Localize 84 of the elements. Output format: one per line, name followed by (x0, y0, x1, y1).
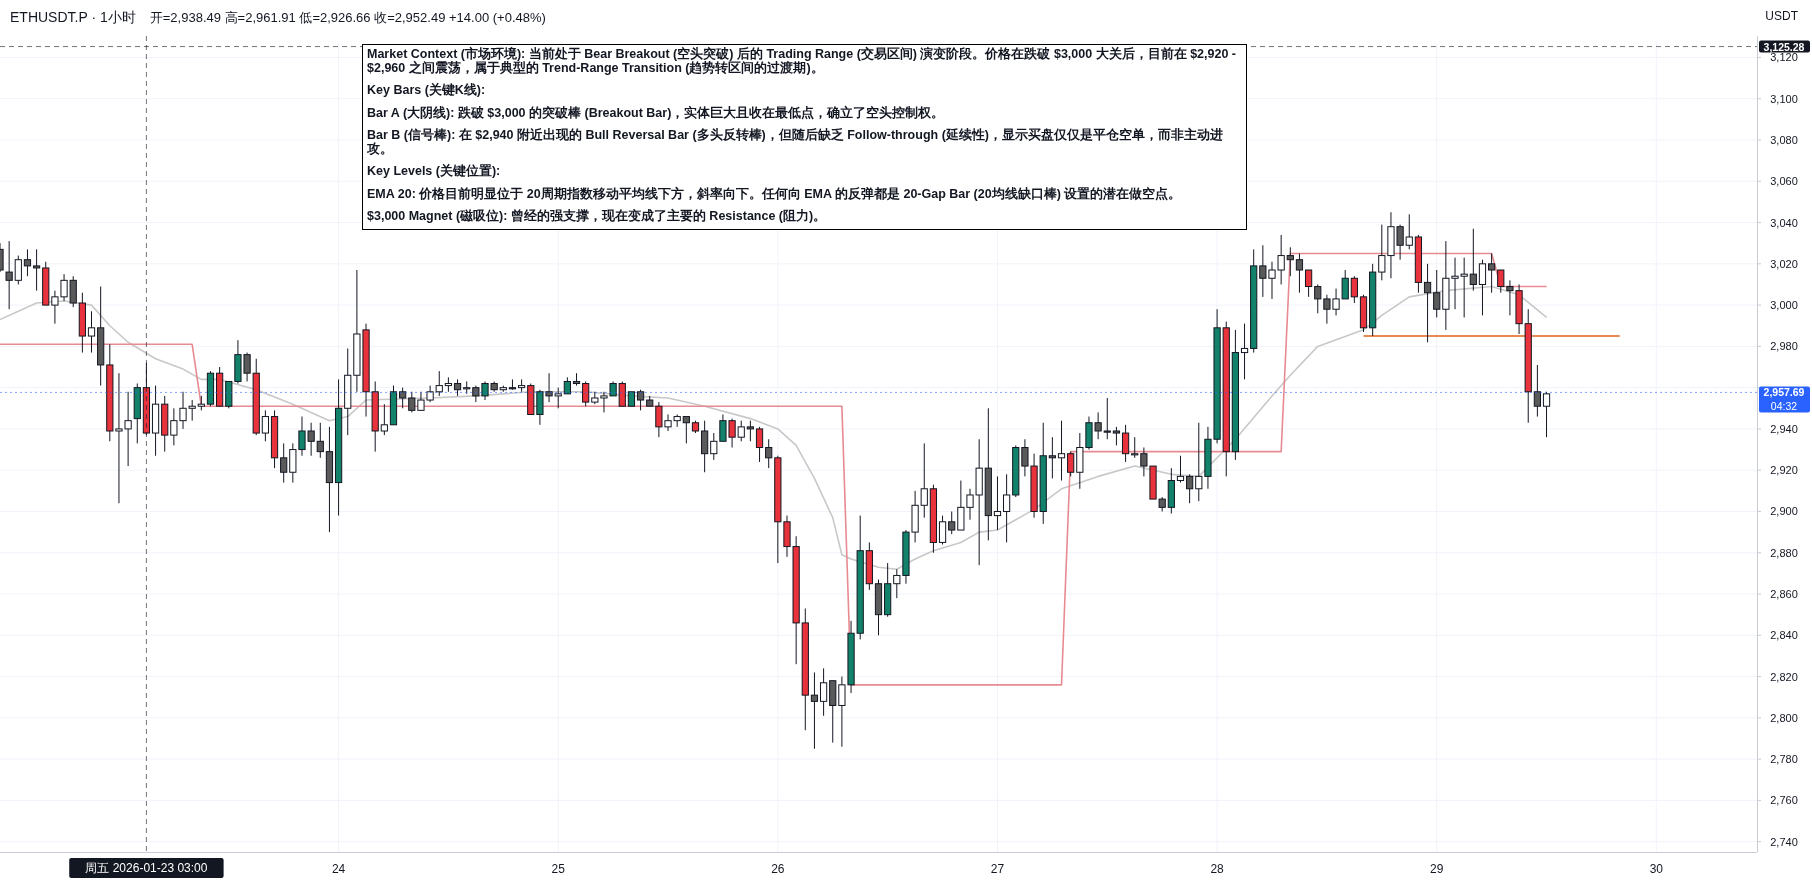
candlestick (1469, 228, 1477, 292)
y-tick-label: 2,980 (1770, 340, 1798, 353)
candlestick (1131, 436, 1139, 459)
candlestick (1067, 451, 1075, 477)
candlestick (1488, 253, 1496, 294)
candlestick (1286, 246, 1294, 277)
annotation: $3,000 Magnet (磁吸位): 曾经的强支撑，现在变成了主要的 Resistance (阻力)。 (367, 209, 828, 224)
annotation: Key Bars (关键K线): (367, 83, 487, 98)
candlestick (582, 380, 590, 407)
y-tick-label: 2,780 (1770, 753, 1798, 766)
y-tick-label: 2,760 (1770, 794, 1798, 807)
x-tick-label: 29 (1430, 862, 1444, 876)
x-tick-label: 28 (1210, 862, 1225, 876)
annotation: EMA 20: 价格目前明显位于 20周期指数移动平均线下方，斜率向下。任何向 EMA 的反弹都是 20-Gap Bar (20均线缺口棒) 设置的潜在做空点。 (367, 186, 1183, 201)
candlestick (938, 515, 947, 545)
candlestick (14, 255, 22, 285)
candlestick (1295, 253, 1304, 294)
y-tick-label: 2,880 (1770, 546, 1798, 559)
chart-title: ETHUSDT.P · 1小时 (10, 9, 136, 25)
y-tick-label: 3,120 (1770, 51, 1798, 64)
candlestick (993, 475, 1002, 531)
candlestick (948, 510, 956, 535)
x-tick-label: 26 (771, 862, 785, 876)
candlestick (5, 240, 13, 310)
candlestick (1350, 275, 1358, 304)
candlestick (1542, 391, 1551, 438)
y-tick-label: 3,060 (1770, 175, 1798, 188)
candlestick (636, 389, 645, 411)
x-tick-label: 25 (551, 862, 566, 876)
candlestick (261, 409, 269, 442)
candlestick (399, 387, 407, 409)
candlestick (1048, 436, 1056, 479)
candlestick (682, 416, 690, 444)
candlestick (23, 248, 32, 277)
y-tick-label: 2,840 (1770, 629, 1798, 642)
candlestick (32, 248, 41, 292)
y-tick-label: 3,000 (1770, 299, 1798, 312)
ref-line-label: 3,125.28 (1763, 40, 1805, 53)
y-tick-label: 2,860 (1770, 588, 1798, 601)
candlestick (746, 420, 754, 442)
candlestick (765, 438, 773, 469)
y-tick-label: 2,900 (1770, 505, 1798, 518)
candlestick (1186, 473, 1194, 504)
y-tick-label: 3,020 (1770, 257, 1798, 270)
candlestick (810, 671, 819, 750)
candlestick (1304, 269, 1313, 298)
candlestick (1112, 426, 1121, 446)
annotation: Market Context (市场环境): 当前处于 Bear Breakout (空头突破) 后的 Trading Range (交易区间) 演变阶段。价格在跌破 $3,000 大关后，目前在 $2,920 - $2,960 之间震荡，属于典型的 Trend-Range Transition (趋势转区间的过渡期)。 (367, 47, 1237, 75)
candlestick (1423, 263, 1432, 343)
y-tick-label: 2,800 (1770, 711, 1798, 724)
ref-line-label: 周五 2026-01-23 03:00 (85, 861, 208, 875)
annotation: Bar A (大阴线): 跌破 $3,000 的突破棒 (Breakout Bar)，实体巨大且收在最低点，确立了空头控制权。 (367, 105, 946, 120)
candlestick (1176, 455, 1185, 484)
x-tick-label: 27 (990, 862, 1005, 876)
y-tick-label: 2,740 (1770, 835, 1798, 848)
candlestick (1533, 364, 1541, 418)
y-tick-label: 2,940 (1770, 422, 1798, 435)
candlestick (618, 380, 626, 407)
candlestick (755, 426, 764, 463)
candlestick (87, 310, 96, 354)
candlestick (1057, 420, 1066, 482)
candlestick (1103, 397, 1111, 440)
candlestick (1003, 473, 1011, 543)
annotation: Bar B (信号棒): 在 $2,940 附近出现的 Bull Reversal Bar (多头反转棒)，但随后缺乏 Follow-through (延续性)，显示买盘仅仅是平仓空单，而非主动进攻。 (367, 128, 1224, 156)
candlestick (380, 403, 388, 436)
y-axis-title: USDT (1765, 9, 1798, 23)
candlestick (1478, 259, 1487, 316)
x-tick-label: 30 (1649, 862, 1664, 876)
annotation: Key Levels (关键位置): (367, 164, 502, 179)
x-tick-label: 24 (331, 862, 346, 876)
candlestick (316, 422, 324, 459)
y-tick-label: 3,040 (1770, 216, 1798, 229)
candlestick (1433, 269, 1441, 318)
candlestick (1121, 424, 1130, 463)
ref-line-label: 2,957.69 04:32 (1763, 386, 1805, 413)
chart-subtitle: 开=2,938.49 高=2,961.91 低=2,926.66 收=2,952.49 +14.00 (+0.48%) (149, 10, 546, 25)
y-tick-label: 2,820 (1770, 670, 1798, 683)
candlestick (1240, 323, 1249, 380)
y-tick-label: 2,920 (1770, 464, 1798, 477)
candlestick (701, 420, 709, 473)
y-tick-label: 3,080 (1770, 134, 1798, 146)
candlestick (819, 667, 828, 717)
candlestick (280, 442, 288, 484)
y-tick-label: 3,100 (1770, 92, 1798, 105)
